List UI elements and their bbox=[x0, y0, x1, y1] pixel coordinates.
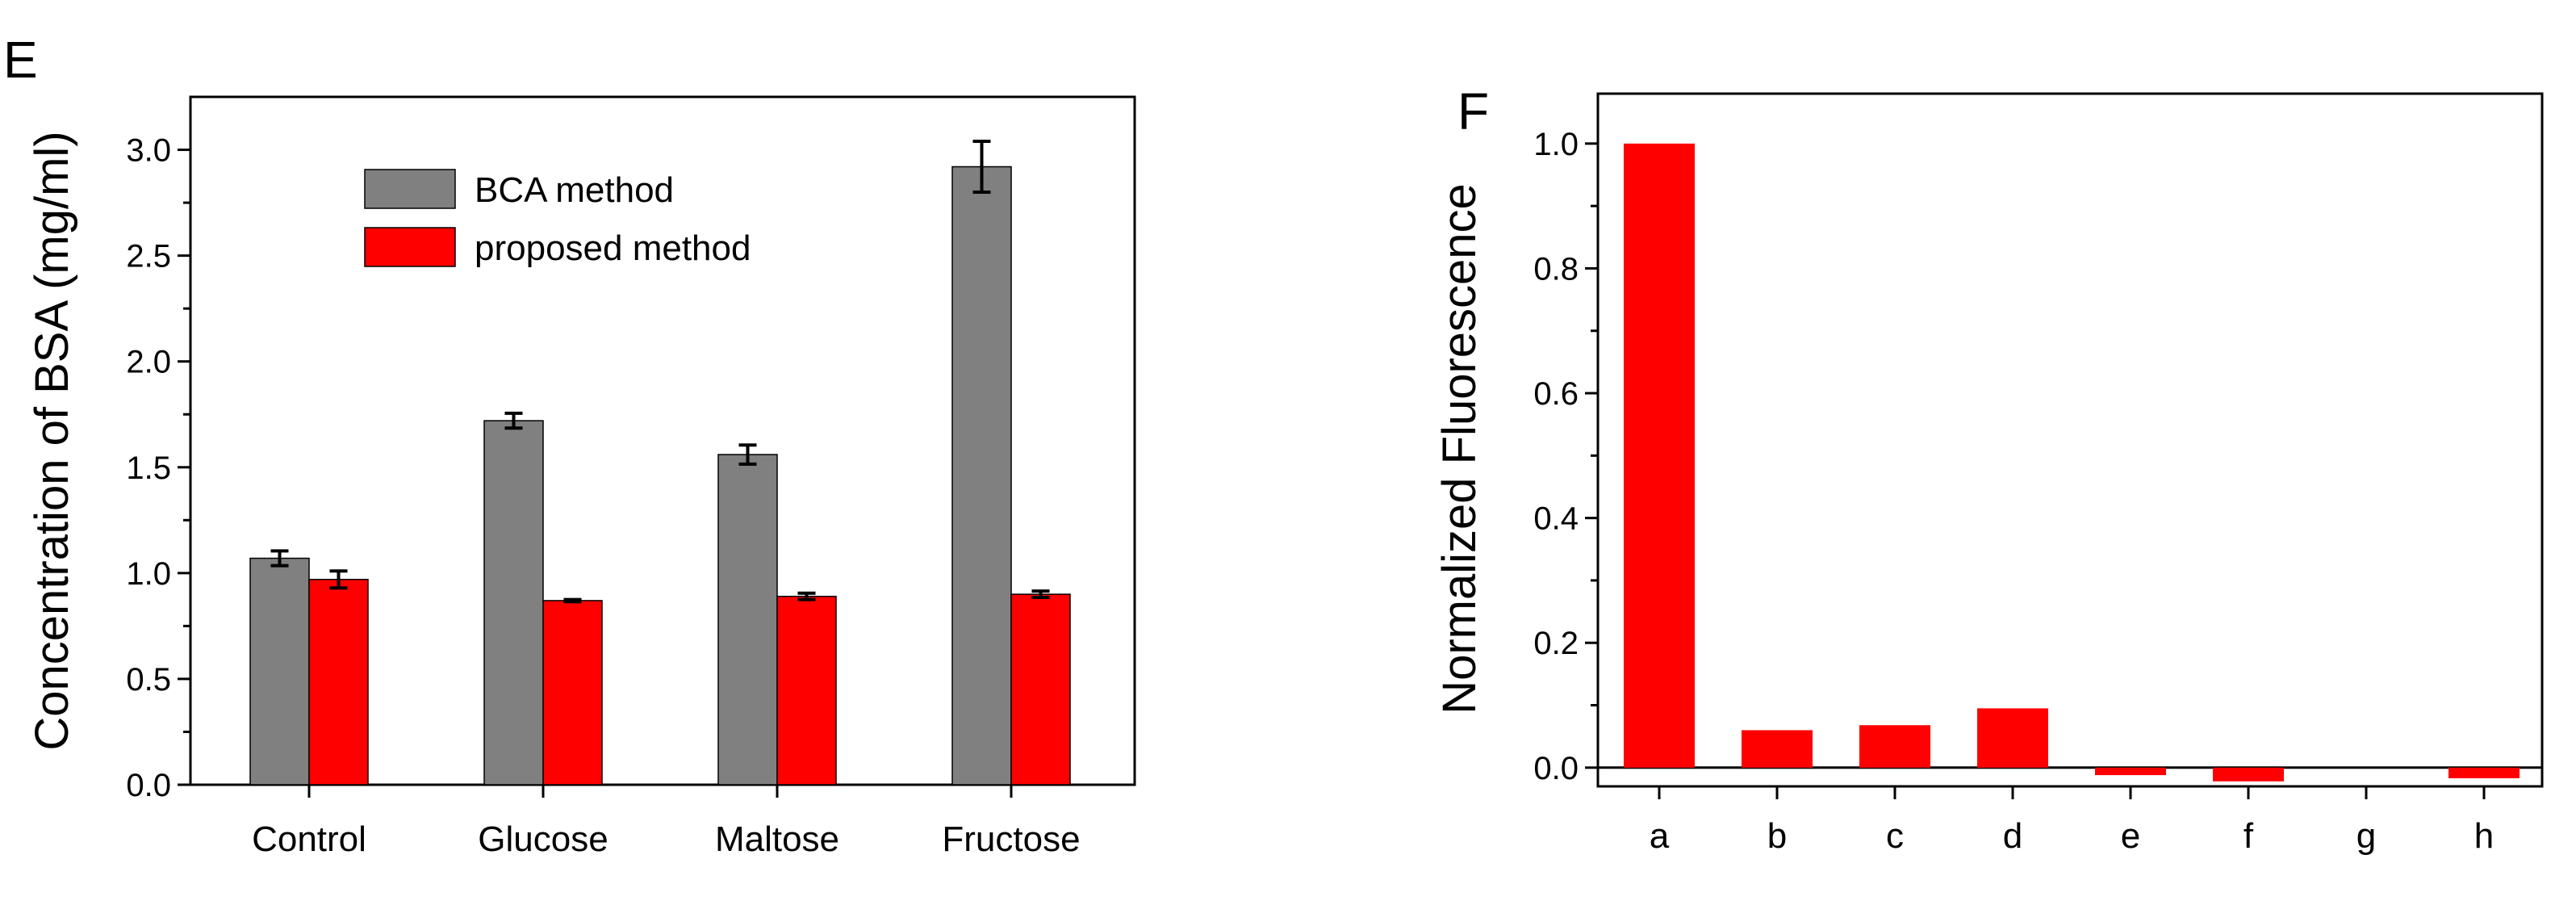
panel-f-y-axis-label: Normalized Fluorescence bbox=[1433, 183, 1486, 715]
panel-e-y-tick-label: 1.5 bbox=[126, 450, 171, 486]
panel-e-y-tick-label: 0.5 bbox=[126, 662, 171, 698]
panel-e-y-tick-label: 1.0 bbox=[126, 556, 171, 592]
panel-f-y-tick-label: 0.4 bbox=[1533, 501, 1579, 537]
panel-e-y-tick-label: 2.0 bbox=[126, 345, 171, 380]
panel-f-bar bbox=[1977, 708, 2048, 768]
panel-f-x-ticks: a b c d e f g h bbox=[1650, 786, 2494, 856]
panel-f-x-tick-label: b bbox=[1767, 816, 1787, 856]
panel-e-x-ticks: Control Glucose Maltose Fructose bbox=[252, 785, 1081, 859]
panel-f-bar bbox=[1859, 725, 1930, 768]
panel-e-legend: BCA method proposed method bbox=[364, 169, 751, 268]
panel-f-label: F bbox=[1457, 82, 1489, 140]
panel-f-y-tick-label: 0.8 bbox=[1533, 251, 1579, 287]
panel-f-x-tick-label: e bbox=[2121, 816, 2140, 856]
panel-f-bar bbox=[2095, 767, 2166, 776]
panel-e-bar bbox=[951, 166, 1012, 786]
panel-f: F Normalized Fluorescence 0.00.20.40.60.… bbox=[1433, 82, 2544, 856]
panel-e-label: E bbox=[3, 31, 38, 89]
panel-e-y-axis-label: Concentration of BSA (mg/ml) bbox=[26, 131, 78, 750]
panel-f-x-tick-label: g bbox=[2356, 816, 2376, 856]
panel-f-y-tick-label: 0.0 bbox=[1533, 751, 1579, 786]
panel-e-bar bbox=[542, 600, 603, 786]
panel-e-bar bbox=[249, 557, 310, 786]
panel-e-y-tick-label: 3.0 bbox=[126, 133, 171, 169]
panel-f-y-ticks: 0.0 0.2 0.4 0.6 0.8 1.0 bbox=[1533, 127, 1598, 786]
panel-f-y-tick-label: 1.0 bbox=[1533, 127, 1579, 162]
legend-swatch-bca bbox=[364, 169, 456, 209]
panel-e-x-tick-label: Glucose bbox=[478, 819, 608, 859]
panel-e-y-ticks: 0.0 0.5 1.0 1.5 2.0 2.5 3.0 bbox=[126, 133, 190, 803]
panel-f-bar bbox=[1742, 730, 1813, 768]
panel-e-bars bbox=[249, 140, 1071, 786]
panel-e-x-tick-label: Maltose bbox=[715, 819, 839, 859]
panel-e-plot-frame bbox=[189, 95, 1136, 786]
panel-e: E Concentration of BSA (mg/ml) 0.0 0.5 1.0… bbox=[3, 31, 1136, 859]
panel-f-x-tick-label: a bbox=[1650, 816, 1670, 856]
panel-f-bar bbox=[2213, 767, 2284, 782]
panel-f-y-tick-label: 0.2 bbox=[1533, 626, 1579, 661]
legend-label-bca: BCA method bbox=[475, 170, 674, 210]
panel-e-x-tick-label: Fructose bbox=[942, 819, 1080, 859]
panel-e-bar bbox=[308, 578, 369, 786]
panel-f-x-tick-label: h bbox=[2474, 816, 2494, 856]
panel-f-bar bbox=[1624, 143, 1695, 768]
panel-e-bar bbox=[717, 454, 778, 786]
panel-e-x-tick-label: Control bbox=[252, 819, 366, 859]
panel-f-y-tick-label: 0.6 bbox=[1533, 376, 1579, 412]
legend-swatch-proposed bbox=[364, 227, 456, 267]
panel-f-bar bbox=[2448, 767, 2520, 778]
panel-e-y-tick-label: 0.0 bbox=[126, 768, 171, 803]
panel-e-bar bbox=[1010, 593, 1071, 786]
panel-e-bar bbox=[483, 420, 544, 786]
panel-f-plot-frame bbox=[1596, 92, 2544, 788]
panel-e-bar bbox=[776, 595, 837, 786]
panel-f-x-tick-label: f bbox=[2244, 816, 2254, 856]
panel-f-x-tick-label: d bbox=[2003, 816, 2022, 856]
panel-e-y-tick-label: 2.5 bbox=[126, 239, 171, 274]
legend-label-proposed: proposed method bbox=[475, 228, 751, 268]
panel-f-x-tick-label: c bbox=[1886, 816, 1904, 856]
panel-f-bars bbox=[1624, 143, 2520, 782]
